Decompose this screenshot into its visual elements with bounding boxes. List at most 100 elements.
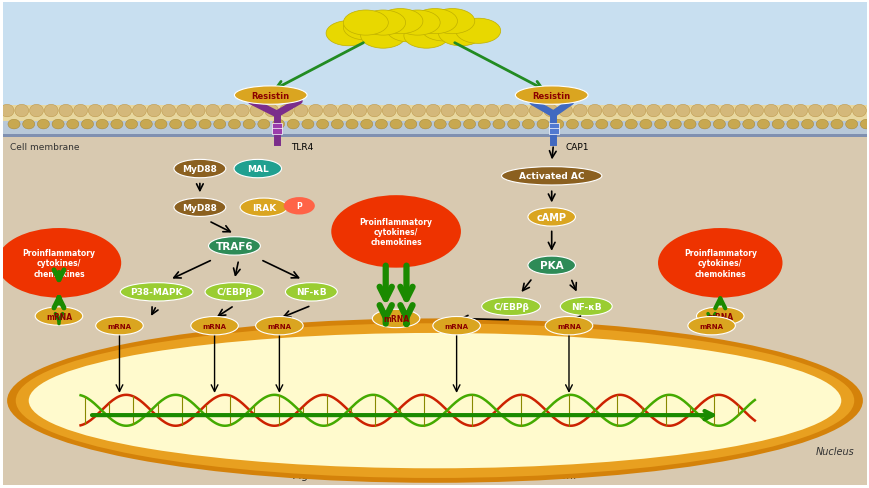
Ellipse shape bbox=[852, 105, 866, 118]
Text: mRNA: mRNA bbox=[267, 323, 291, 329]
Ellipse shape bbox=[191, 105, 205, 118]
Ellipse shape bbox=[632, 105, 645, 118]
Ellipse shape bbox=[543, 105, 557, 118]
Ellipse shape bbox=[214, 120, 226, 130]
Text: MAL: MAL bbox=[247, 165, 269, 174]
Ellipse shape bbox=[527, 208, 574, 226]
Ellipse shape bbox=[687, 317, 734, 335]
Ellipse shape bbox=[749, 105, 763, 118]
Text: mRNA: mRNA bbox=[382, 314, 408, 323]
Ellipse shape bbox=[551, 120, 563, 130]
Text: C/EBPβ: C/EBPβ bbox=[493, 302, 528, 311]
Ellipse shape bbox=[206, 105, 220, 118]
Text: MyD88: MyD88 bbox=[182, 165, 217, 174]
Ellipse shape bbox=[807, 105, 821, 118]
Ellipse shape bbox=[560, 298, 612, 316]
FancyBboxPatch shape bbox=[3, 135, 866, 138]
Ellipse shape bbox=[653, 120, 666, 130]
Ellipse shape bbox=[140, 120, 152, 130]
Ellipse shape bbox=[580, 120, 593, 130]
Ellipse shape bbox=[587, 105, 601, 118]
Ellipse shape bbox=[331, 120, 343, 130]
Ellipse shape bbox=[720, 105, 733, 118]
Ellipse shape bbox=[646, 105, 660, 118]
Ellipse shape bbox=[411, 105, 425, 118]
Ellipse shape bbox=[294, 105, 308, 118]
Circle shape bbox=[455, 19, 501, 44]
Text: mRNA: mRNA bbox=[706, 312, 733, 321]
Ellipse shape bbox=[381, 105, 395, 118]
Ellipse shape bbox=[514, 105, 527, 118]
Text: NF-κB: NF-κB bbox=[570, 302, 600, 311]
Ellipse shape bbox=[229, 120, 240, 130]
Ellipse shape bbox=[35, 307, 83, 325]
Ellipse shape bbox=[698, 120, 710, 130]
Ellipse shape bbox=[147, 105, 161, 118]
Ellipse shape bbox=[346, 120, 358, 130]
Ellipse shape bbox=[786, 120, 798, 130]
Circle shape bbox=[438, 21, 483, 47]
Circle shape bbox=[395, 11, 440, 36]
Ellipse shape bbox=[308, 105, 322, 118]
Text: cAMP: cAMP bbox=[536, 212, 566, 223]
Ellipse shape bbox=[82, 120, 94, 130]
Circle shape bbox=[326, 21, 370, 47]
Ellipse shape bbox=[426, 105, 440, 118]
Ellipse shape bbox=[367, 105, 381, 118]
Ellipse shape bbox=[375, 120, 387, 130]
Ellipse shape bbox=[463, 120, 475, 130]
Ellipse shape bbox=[830, 120, 842, 130]
Text: Resistin: Resistin bbox=[532, 91, 570, 101]
Ellipse shape bbox=[527, 257, 574, 275]
Ellipse shape bbox=[470, 105, 484, 118]
Ellipse shape bbox=[558, 105, 572, 118]
Ellipse shape bbox=[501, 167, 601, 185]
Ellipse shape bbox=[264, 105, 278, 118]
Text: MyD88: MyD88 bbox=[182, 203, 217, 212]
Ellipse shape bbox=[96, 317, 143, 335]
Ellipse shape bbox=[595, 120, 607, 130]
Text: P: P bbox=[296, 202, 302, 211]
Ellipse shape bbox=[117, 105, 131, 118]
Ellipse shape bbox=[404, 120, 416, 130]
Ellipse shape bbox=[734, 105, 748, 118]
Ellipse shape bbox=[448, 120, 461, 130]
FancyBboxPatch shape bbox=[548, 124, 559, 130]
Ellipse shape bbox=[221, 105, 234, 118]
Ellipse shape bbox=[338, 105, 352, 118]
FancyBboxPatch shape bbox=[3, 123, 866, 485]
Ellipse shape bbox=[372, 309, 420, 328]
Ellipse shape bbox=[434, 120, 446, 130]
FancyBboxPatch shape bbox=[271, 129, 282, 135]
Circle shape bbox=[429, 10, 474, 35]
Ellipse shape bbox=[757, 120, 769, 130]
Text: Proinflammatory
cytokines/
chemokines: Proinflammatory cytokines/ chemokines bbox=[359, 217, 432, 247]
Text: mRNA: mRNA bbox=[699, 323, 723, 329]
Ellipse shape bbox=[481, 298, 540, 316]
Ellipse shape bbox=[433, 317, 480, 335]
Ellipse shape bbox=[184, 120, 196, 130]
Ellipse shape bbox=[455, 105, 469, 118]
Ellipse shape bbox=[514, 87, 587, 105]
Ellipse shape bbox=[162, 105, 176, 118]
Ellipse shape bbox=[389, 120, 401, 130]
Ellipse shape bbox=[528, 105, 542, 118]
Ellipse shape bbox=[507, 120, 519, 130]
Ellipse shape bbox=[573, 105, 587, 118]
Ellipse shape bbox=[29, 333, 840, 468]
Ellipse shape bbox=[837, 105, 851, 118]
Ellipse shape bbox=[174, 160, 226, 179]
Text: mRNA: mRNA bbox=[46, 312, 72, 321]
Circle shape bbox=[412, 10, 457, 35]
Circle shape bbox=[386, 18, 431, 43]
Ellipse shape bbox=[361, 120, 372, 130]
Ellipse shape bbox=[800, 120, 813, 130]
Ellipse shape bbox=[793, 105, 806, 118]
Ellipse shape bbox=[772, 120, 783, 130]
Ellipse shape bbox=[169, 120, 182, 130]
Ellipse shape bbox=[52, 120, 64, 130]
Text: Cell membrane: Cell membrane bbox=[10, 143, 79, 152]
Ellipse shape bbox=[67, 120, 79, 130]
Ellipse shape bbox=[103, 105, 116, 118]
FancyBboxPatch shape bbox=[271, 124, 282, 130]
